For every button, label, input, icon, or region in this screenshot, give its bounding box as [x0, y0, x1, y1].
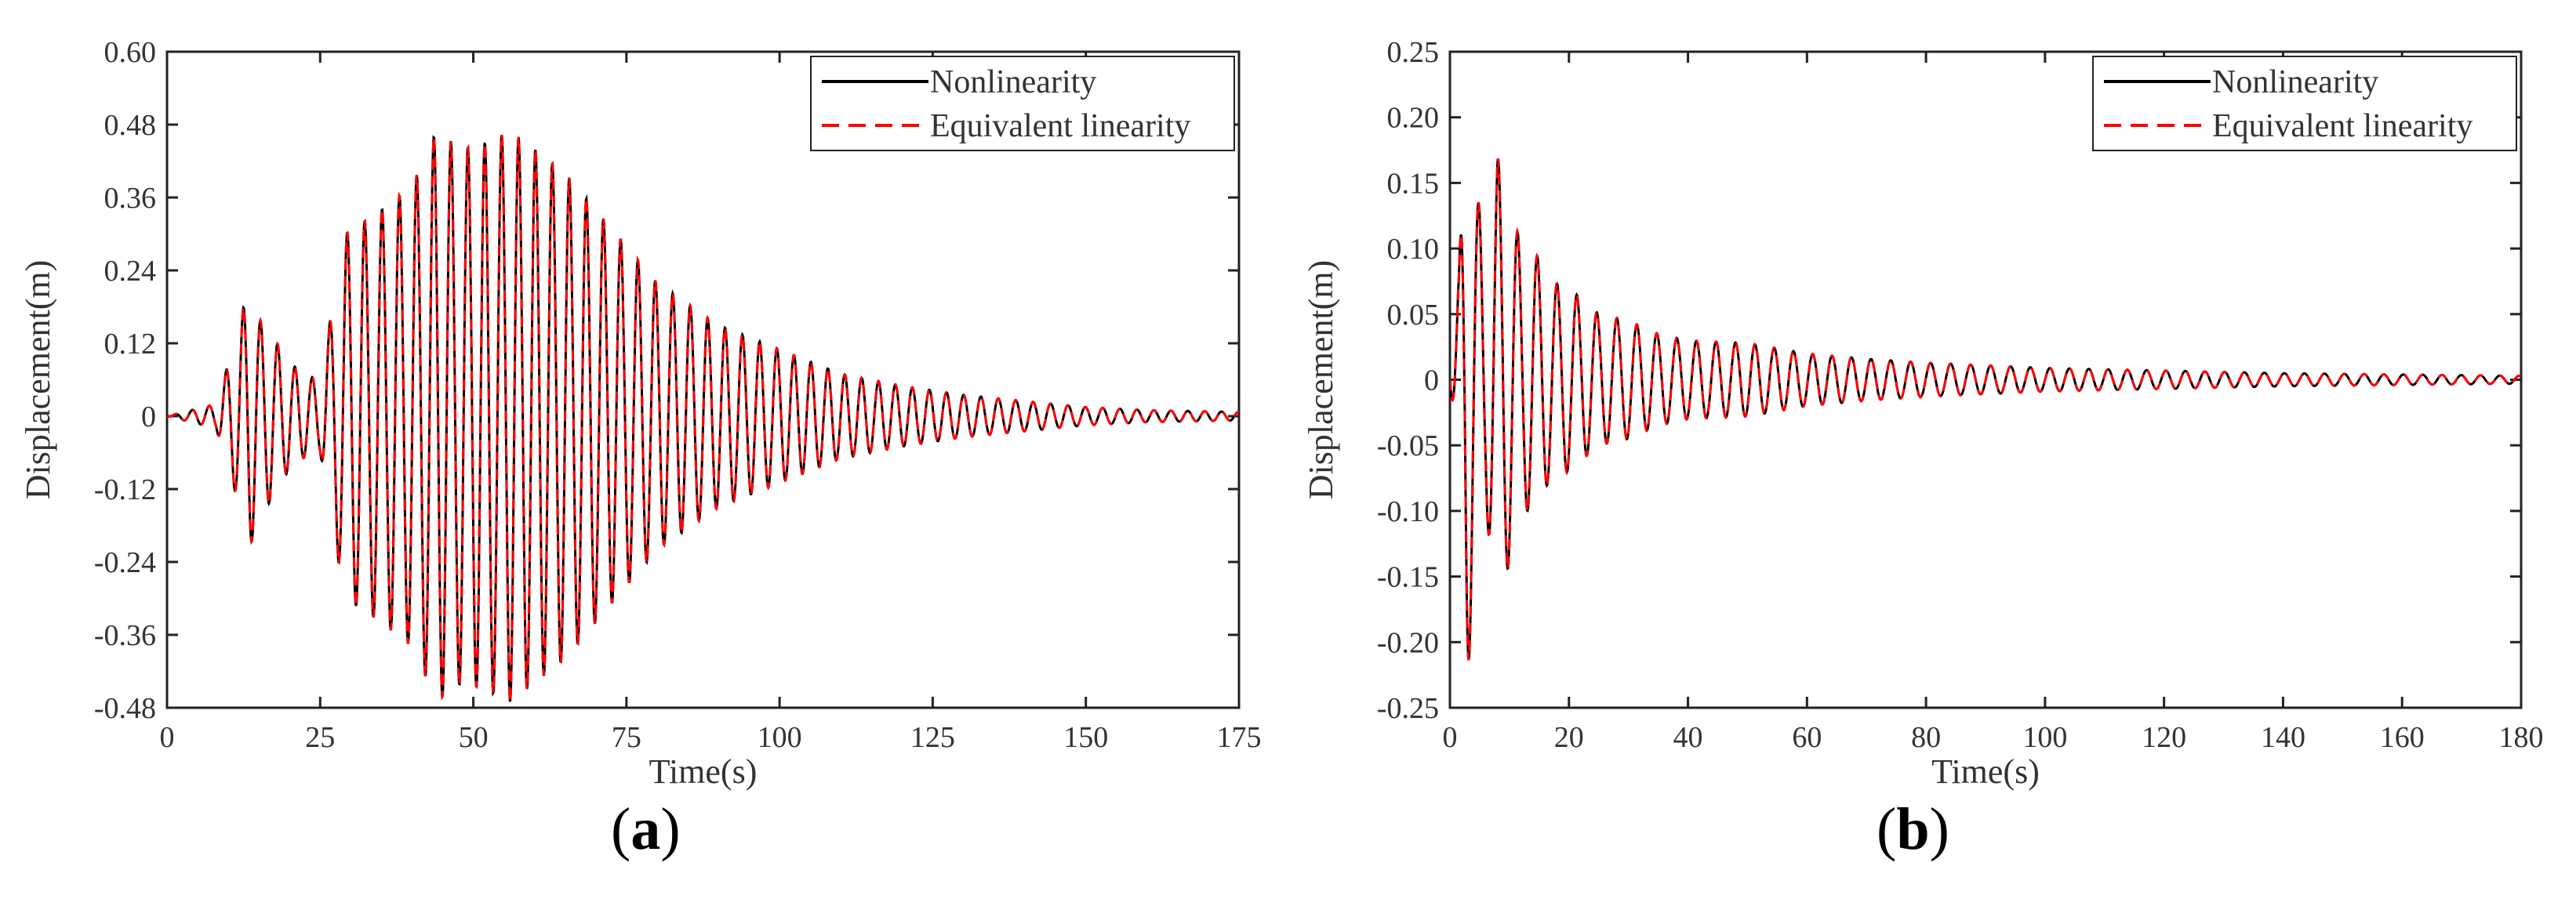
chart-a-y-tick-label: 0.60 [104, 36, 157, 69]
chart-b-y-tick-label: -0.25 [1377, 692, 1439, 725]
chart-b-y-axis-label: Displacement(m) [1302, 260, 1340, 499]
chart-a-series-equivalent-linearity [167, 135, 1239, 702]
chart-b-x-tick-label: 0 [1443, 721, 1458, 754]
chart-a-legend-label: Nonlinearity [930, 64, 1096, 100]
chart-b-y-tick-label: 0.15 [1387, 167, 1440, 200]
chart-a-y-tick-label: 0.48 [104, 109, 157, 142]
chart-a-group: 0 25 50 75 100 125 150 175 -0.48 -0.36 -0.24 -0.12 0… [19, 36, 1262, 791]
chart-b-y-tick-label: -0.20 [1377, 626, 1439, 659]
chart-b-x-tick-label: 20 [1554, 721, 1584, 754]
chart-a-x-tick-label: 50 [459, 721, 489, 754]
chart-b-y-tick-label: -0.15 [1377, 561, 1439, 594]
chart-a-x-tick-label: 150 [1063, 721, 1108, 754]
chart-b-y-tick-label: -0.05 [1377, 430, 1439, 462]
panel-label-b: (b) [1877, 796, 1949, 862]
chart-b-y-tick-label: 0 [1424, 364, 1439, 397]
chart-b-x-tick-label: 100 [2022, 721, 2067, 754]
chart-a-x-tick-label: 0 [160, 721, 175, 754]
chart-b-x-tick-label: 140 [2261, 721, 2305, 754]
panel-label-a: (a) [611, 796, 681, 862]
chart-b-legend-label: Equivalent linearity [2212, 108, 2472, 144]
chart-a-y-axis-label: Displacement(m) [19, 260, 57, 499]
chart-a-y-tick-label: 0.12 [104, 328, 157, 361]
chart-b-legend-label: Nonlinearity [2212, 64, 2378, 100]
chart-b-x-tick-label: 80 [1911, 721, 1941, 754]
chart-a-x-tick-label: 125 [910, 721, 955, 754]
chart-b-x-tick-label: 60 [1792, 721, 1822, 754]
chart-a-x-tick-label: 100 [758, 721, 802, 754]
chart-a-x-tick-label: 175 [1217, 721, 1262, 754]
chart-a-y-tick-label: 0.24 [104, 255, 157, 288]
chart-b-y-tick-label: 0.20 [1387, 102, 1440, 135]
chart-b-x-tick-label: 160 [2380, 721, 2425, 754]
chart-b-y-tick-label: 0.05 [1387, 299, 1440, 332]
chart-b-group: 0 20 40 60 80 100 120 140 160 180 -0.25 -0.20 -0.15 -… [1302, 36, 2544, 791]
chart-a-y-tick-label: -0.48 [94, 692, 156, 725]
chart-b-series-equivalent-linearity [1450, 158, 2521, 661]
chart-b-y-tick-label: 0.10 [1387, 233, 1440, 266]
chart-a-x-tick-label: 75 [612, 721, 641, 754]
chart-a-y-tick-label: -0.12 [94, 473, 156, 506]
chart-b-x-axis-label: Time(s) [1931, 752, 2040, 791]
chart-a-y-tick-label: -0.24 [94, 546, 156, 579]
chart-b-x-tick-label: 180 [2499, 721, 2544, 754]
chart-a-legend [810, 56, 1235, 151]
chart-a-y-tick-label: 0.36 [104, 182, 157, 215]
chart-a-x-axis-label: Time(s) [649, 752, 758, 791]
chart-a-y-tick-label: -0.36 [94, 619, 156, 652]
chart-b-x-tick-label: 40 [1673, 721, 1703, 754]
chart-a-legend-label: Equivalent linearity [930, 108, 1190, 144]
chart-a-y-tick-label: 0 [141, 401, 156, 433]
chart-a-x-tick-label: 25 [305, 721, 335, 754]
chart-a-plot-frame [165, 50, 1241, 709]
chart-b-legend [2092, 56, 2517, 151]
chart-b-y-tick-label: 0.25 [1387, 36, 1440, 69]
chart-b-y-tick-label: -0.10 [1377, 495, 1439, 528]
chart-b-x-tick-label: 120 [2142, 721, 2186, 754]
